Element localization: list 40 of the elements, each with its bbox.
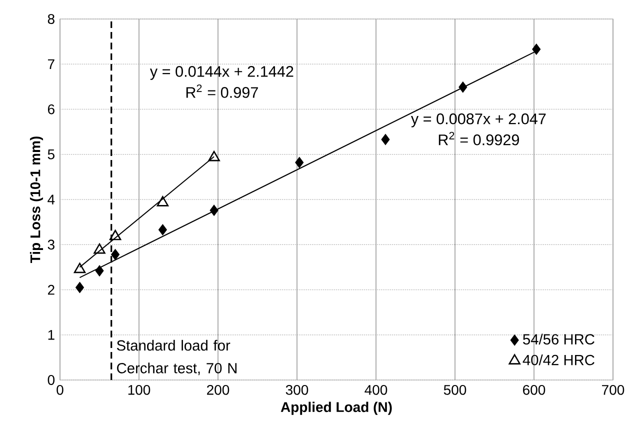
x-tick-label: 100 — [128, 384, 150, 395]
y-tick-label: 7 — [48, 59, 54, 69]
y-tick-label: 6 — [48, 104, 54, 114]
x-axis-title: Applied Load (N) — [280, 402, 392, 415]
legend-label: 54/56 HRC — [523, 334, 594, 344]
y-tick-label: 8 — [48, 14, 54, 24]
x-tick-label: 500 — [444, 384, 466, 395]
point — [109, 230, 122, 240]
point — [158, 224, 167, 236]
x-tick-label: 200 — [207, 384, 230, 395]
point — [458, 82, 468, 93]
ref-line-label: Standard load for Cerchar test, 70 N — [116, 340, 237, 376]
point — [156, 196, 169, 206]
legend-label: 40/42 HRC — [522, 354, 594, 366]
x-tick-label: 600 — [523, 384, 546, 395]
y-tick-label: 1 — [48, 330, 54, 340]
x-tick-label: 400 — [364, 384, 388, 395]
y-axis-title: Tip Loss (10-1 mm) — [30, 136, 44, 264]
point — [381, 134, 390, 146]
point — [208, 150, 220, 162]
y-tick-label: 2 — [48, 284, 54, 295]
y-tick-label: 0 — [48, 375, 55, 385]
point — [95, 265, 104, 276]
y-tick-label: 5 — [48, 150, 54, 160]
x-tick-label: 700 — [602, 384, 624, 395]
annotation: y = 0.0144x + 2.1442 — [150, 66, 294, 80]
annotation: R$^{2}$ = 0.9929 — [438, 132, 519, 146]
point — [74, 262, 86, 274]
y-tick-label: 4 — [48, 194, 55, 204]
annotation: R$^{2}$ = 0.997 — [186, 84, 258, 98]
point — [75, 282, 84, 294]
y-tick-label: 3 — [48, 240, 54, 250]
point — [532, 44, 541, 55]
annotation: y = 0.0087x + 2.047 — [410, 113, 546, 128]
x-tick-label: 300 — [286, 384, 308, 395]
point — [295, 156, 304, 168]
point — [210, 204, 218, 216]
point — [111, 248, 120, 260]
point — [94, 243, 106, 254]
x-tick-label: 0 — [56, 384, 64, 395]
